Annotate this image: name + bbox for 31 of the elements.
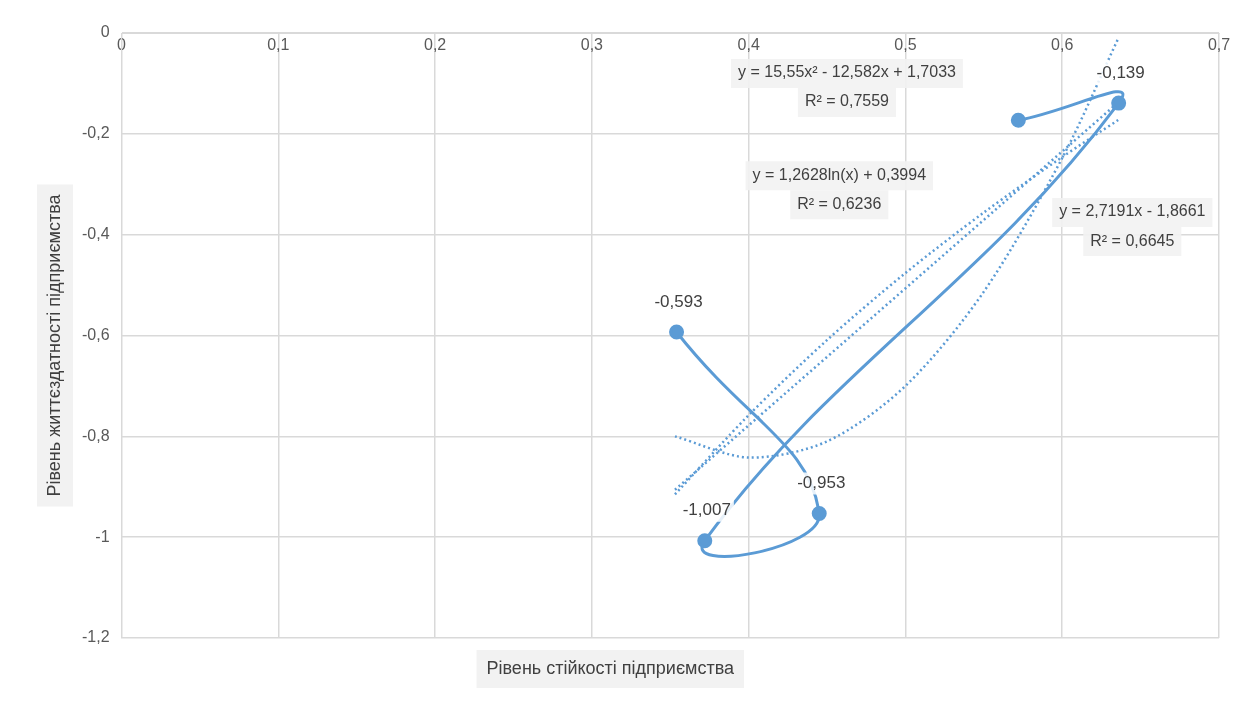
y-tick-label: -1 bbox=[95, 527, 110, 545]
x-tick-label: 0,5 bbox=[894, 36, 917, 54]
y-tick-label: -0,6 bbox=[81, 325, 110, 343]
x-tick-label: 0,4 bbox=[737, 36, 760, 54]
annotation: R² = 0,6645 bbox=[1090, 231, 1175, 249]
point bbox=[1111, 95, 1127, 111]
x-tick-label: 0,2 bbox=[424, 36, 447, 54]
x-tick-label: 0,7 bbox=[1207, 36, 1231, 54]
y-tick-label: -0,2 bbox=[81, 124, 110, 142]
annotation: y = 1,2628ln(x) + 0,3994 bbox=[752, 165, 927, 183]
y-tick-label: -0,8 bbox=[81, 426, 110, 444]
x-axis-title: Рівень стійкості підприємства bbox=[486, 657, 736, 678]
y-axis-title: Рівень життєздатності підприємства bbox=[43, 193, 64, 497]
point bbox=[697, 533, 713, 549]
point bbox=[811, 505, 827, 521]
x-tick-label: 0,1 bbox=[267, 36, 290, 54]
data-label: -0,593 bbox=[654, 291, 703, 311]
point bbox=[1010, 112, 1026, 128]
point bbox=[669, 324, 685, 340]
y-tick-label: 0 bbox=[100, 23, 110, 41]
annotation: R² = 0,6236 bbox=[797, 194, 882, 212]
x-tick-label: 0,6 bbox=[1051, 36, 1074, 54]
y-tick-label: -0,4 bbox=[81, 225, 110, 243]
x-tick-label: 0,3 bbox=[580, 36, 604, 54]
data-label: -0,953 bbox=[797, 473, 846, 493]
annotation: R² = 0,7559 bbox=[804, 92, 890, 110]
annotation: y = 15,55x² - 12,582x + 1,7033 bbox=[738, 63, 957, 81]
data-label: -1,007 bbox=[682, 500, 731, 520]
annotation: y = 2,7191x - 1,8661 bbox=[1059, 202, 1206, 220]
y-tick-label: -1,2 bbox=[81, 628, 110, 646]
data-label: -0,139 bbox=[1096, 62, 1145, 82]
